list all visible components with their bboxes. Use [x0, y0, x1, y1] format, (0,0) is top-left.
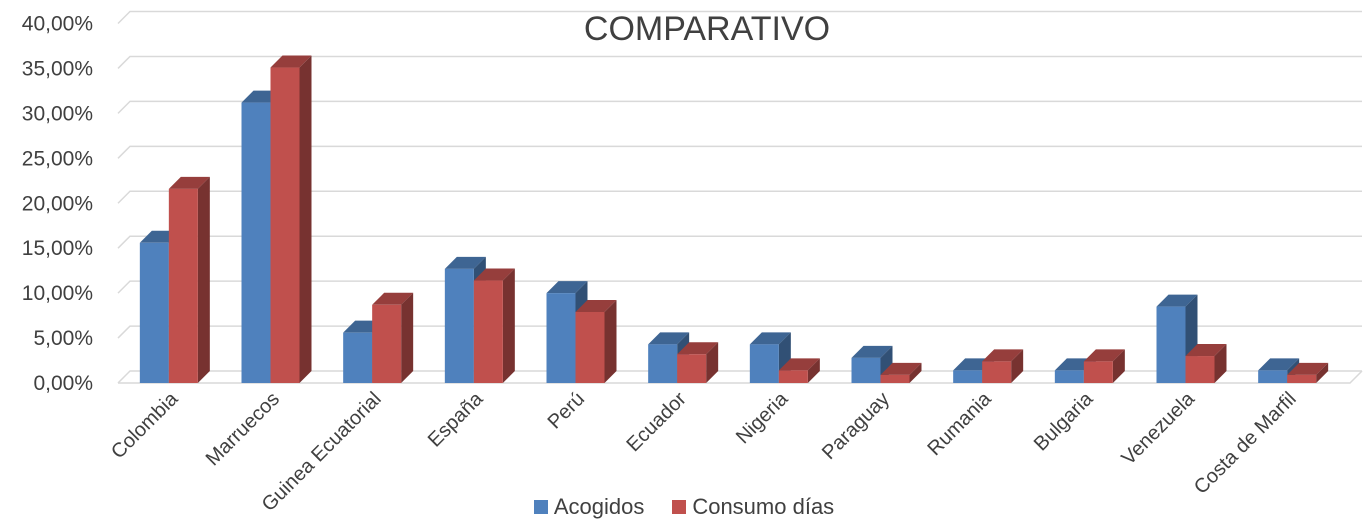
legend-label-consumo-dias: Consumo días — [692, 494, 835, 519]
y-tick-label: 5,00% — [33, 327, 93, 350]
y-tick-label: 35,00% — [22, 57, 93, 80]
bar — [1156, 294, 1198, 383]
bar — [575, 299, 617, 383]
gridline — [117, 55, 1362, 69]
bar — [749, 332, 791, 383]
gridlines — [117, 10, 1363, 384]
y-tick-label: 25,00% — [22, 147, 93, 170]
x-tick-label: Perú — [544, 388, 589, 433]
x-tick-label: Paraguay — [818, 388, 894, 464]
legend-swatch-consumo-dias — [672, 500, 687, 514]
x-tick-label: Costa de Marfil — [1190, 388, 1301, 499]
legend-item-acogidos: Acogidos — [533, 494, 645, 520]
y-tick-label: 15,00% — [22, 237, 93, 260]
bar — [473, 268, 515, 383]
bar — [677, 342, 719, 383]
x-tick-label: Venezuela — [1117, 387, 1199, 469]
legend-item-consumo-dias: Consumo días — [672, 494, 834, 520]
x-tick-label: Ecuador — [622, 388, 690, 456]
gridline — [117, 190, 1362, 204]
chart-title: COMPARATIVO — [584, 10, 830, 48]
gridline — [117, 10, 1362, 25]
gridline — [117, 235, 1362, 249]
x-tick-label: Nigeria — [732, 387, 793, 448]
bar — [1287, 362, 1329, 383]
gridline — [117, 370, 1362, 384]
bars — [139, 55, 1329, 383]
y-tick-label: 20,00% — [22, 192, 93, 215]
gridline — [117, 145, 1362, 159]
gridline — [117, 280, 1362, 294]
x-tick-label: España — [424, 387, 488, 451]
legend: Acogidos Consumo días — [0, 494, 1368, 520]
bar — [270, 55, 312, 383]
x-tick-label: Rumania — [924, 387, 997, 460]
bar — [1083, 349, 1125, 383]
x-tick-label: Marruecos — [202, 388, 284, 470]
bar — [982, 349, 1024, 383]
y-axis-tick-labels: 0,00% 5,00% 10,00% 15,00% 20,00% 25,00% 30,00%… — [22, 13, 93, 396]
legend-swatch-acogidos — [533, 500, 548, 514]
y-tick-label: 40,00% — [22, 13, 93, 36]
y-tick-label: 10,00% — [22, 282, 93, 305]
gridline — [117, 325, 1362, 339]
x-tick-label: Bulgaria — [1030, 387, 1098, 455]
bar — [880, 362, 922, 383]
y-tick-label: 0,00% — [33, 372, 93, 395]
bar — [1185, 344, 1227, 383]
bar — [778, 358, 820, 383]
legend-label-acogidos: Acogidos — [553, 494, 645, 519]
y-tick-label: 30,00% — [22, 102, 93, 125]
x-tick-label: Colombia — [107, 387, 183, 463]
floor-line — [118, 370, 1363, 384]
bar — [372, 292, 414, 383]
gridline — [117, 100, 1362, 114]
bar — [168, 176, 210, 383]
